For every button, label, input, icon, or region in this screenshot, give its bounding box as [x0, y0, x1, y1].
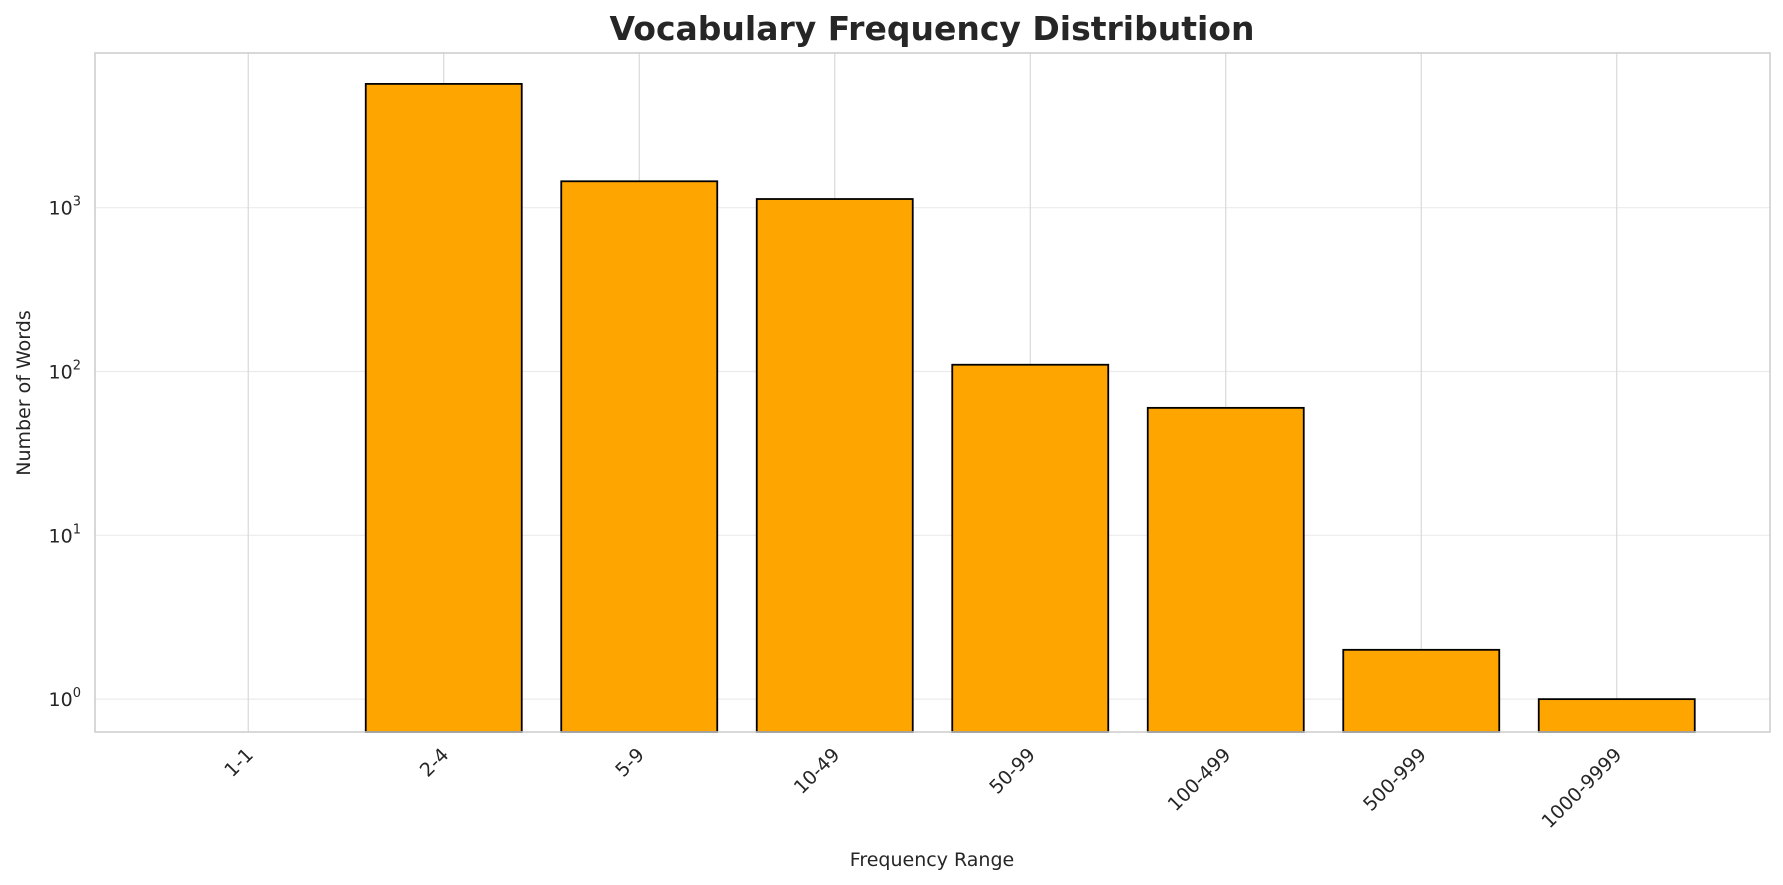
chart-title: Vocabulary Frequency Distribution	[610, 9, 1255, 48]
y-tick-labels: 100 101 102 103	[49, 195, 81, 711]
bar-100-499	[1146, 406, 1305, 733]
bar-50-99	[951, 363, 1110, 733]
x-tick-label: 5-9	[611, 744, 649, 782]
bar-10-49	[755, 198, 914, 733]
x-tick-labels: 1-1 2-4 5-9 10-49 50-99 100-499 500-999 1000-99…	[220, 744, 1626, 833]
x-tick-label: 500-999	[1359, 744, 1431, 816]
bar-5-9	[560, 180, 719, 733]
x-axis-label: Frequency Range	[850, 849, 1014, 871]
x-tick-label: 2-4	[416, 744, 454, 782]
y-tick-label: 101	[49, 522, 81, 547]
x-tick-label: 1000-9999	[1537, 744, 1626, 833]
bar-1000-9999	[1537, 698, 1696, 733]
bars	[364, 82, 1696, 733]
bar-500-999	[1342, 648, 1501, 733]
x-tick-label: 50-99	[985, 744, 1040, 799]
x-tick-label: 10-49	[790, 744, 845, 799]
y-tick-label: 102	[49, 359, 81, 384]
grid-lines	[95, 53, 1770, 732]
x-tick-label: 1-1	[220, 744, 258, 782]
bar-2-4	[364, 82, 523, 733]
y-axis-label: Number of Words	[13, 310, 35, 475]
x-tick-label: 100-499	[1164, 744, 1236, 816]
y-tick-label: 103	[49, 195, 81, 220]
y-tick-label: 100	[49, 686, 81, 711]
plot-frame	[94, 52, 1771, 733]
